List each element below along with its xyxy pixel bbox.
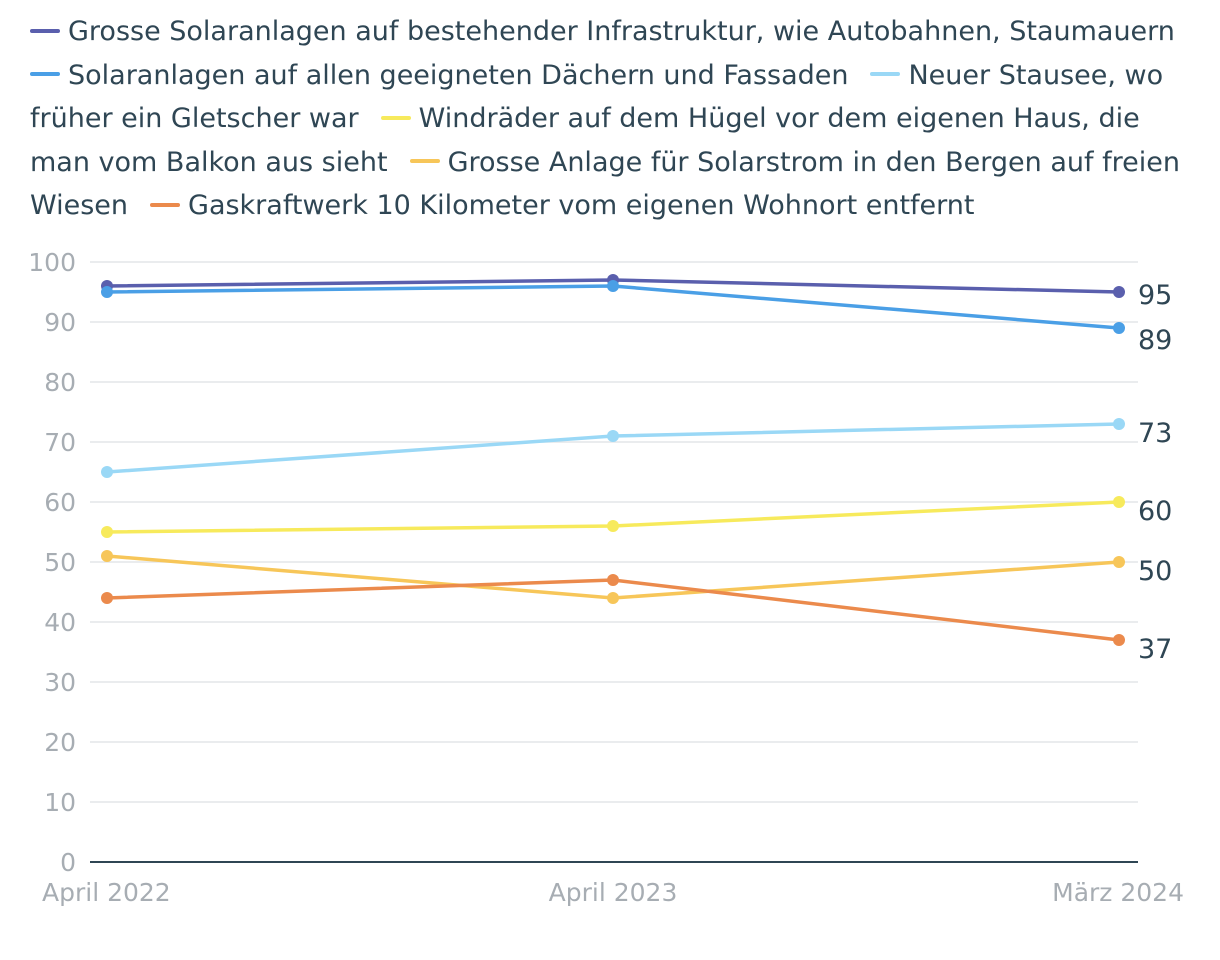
legend-label: Neuer Stausee, wo früher ein Gletscher w…	[30, 59, 1164, 135]
legend-item: Windräder auf dem Hügel vor dem eigenen …	[30, 103, 1140, 178]
data-point	[607, 592, 619, 604]
legend-swatch	[30, 28, 60, 33]
data-point	[1113, 556, 1125, 568]
data-point	[1113, 418, 1125, 430]
legend-label: Windräder auf dem Hügel vor dem eigenen …	[30, 103, 1140, 178]
y-tick-label: 50	[44, 548, 76, 577]
y-tick-label: 40	[44, 608, 76, 637]
y-tick-label: 20	[44, 728, 76, 757]
data-point	[101, 550, 113, 562]
x-tick-label: April 2023	[549, 878, 678, 907]
legend-label: Grosse Anlage für Solarstrom in den Berg…	[30, 146, 1180, 222]
labels-layer: 0 10 20 30 40 50 60 70 80 90 100 April 2022 April 20…	[28, 248, 1184, 907]
legend-swatch	[409, 159, 440, 163]
data-point	[607, 430, 619, 442]
data-point	[607, 520, 619, 532]
end-value-label: 89	[1138, 325, 1172, 356]
data-point	[101, 592, 113, 604]
y-tick-label: 90	[44, 308, 76, 337]
legend-swatch	[380, 115, 411, 120]
y-tick-label: 60	[44, 488, 76, 517]
legend-label: Solaranlagen auf allen geeigneten Dächer…	[68, 59, 849, 91]
series-line	[105, 578, 1121, 642]
x-tick-label: April 2022	[42, 878, 171, 907]
legend-item: Grosse Anlage für Solarstrom in den Berg…	[30, 147, 1180, 222]
legend-item: Gaskraftwerk 10 Kilometer vom eigenen Wo…	[150, 190, 974, 221]
end-value-label: 60	[1138, 496, 1172, 527]
end-value-label: 50	[1138, 556, 1172, 587]
legend-swatch	[30, 72, 60, 76]
end-value-label: 37	[1138, 634, 1172, 665]
legend-swatch	[870, 72, 901, 76]
data-point	[101, 466, 113, 478]
legend-item: Neuer Stausee, wo früher ein Gletscher w…	[30, 60, 1163, 135]
y-tick-label: 80	[44, 368, 76, 397]
end-value-label: 95	[1138, 280, 1172, 311]
data-point	[1113, 634, 1125, 646]
legend-label: Grosse Solaranlagen auf bestehender Infr…	[68, 16, 1175, 47]
x-tick-label: März 2024	[1052, 878, 1184, 907]
data-point	[101, 526, 113, 538]
gridlines	[90, 261, 1138, 863]
y-tick-label: 0	[60, 848, 76, 877]
legend-label: Gaskraftwerk 10 Kilometer vom eigenen Wo…	[188, 190, 975, 221]
data-point	[607, 574, 619, 586]
series-layer	[101, 274, 1125, 646]
y-tick-label: 70	[44, 428, 76, 457]
data-point	[1113, 496, 1125, 508]
data-point	[607, 280, 619, 292]
data-point	[101, 286, 113, 298]
y-tick-label: 30	[44, 668, 76, 697]
legend-item: Solaranlagen auf allen geeigneten Dächer…	[30, 60, 848, 91]
y-tick-label: 100	[28, 248, 76, 277]
end-value-label: 73	[1138, 418, 1172, 449]
data-point	[1113, 286, 1125, 298]
legend-swatch	[150, 202, 181, 207]
data-point	[1113, 322, 1125, 334]
legend-item: Grosse Solaranlagen auf bestehender Infr…	[30, 16, 1175, 47]
y-tick-label: 10	[44, 788, 76, 817]
legend: Grosse Solaranlagen auf bestehender Infr…	[30, 10, 1200, 228]
